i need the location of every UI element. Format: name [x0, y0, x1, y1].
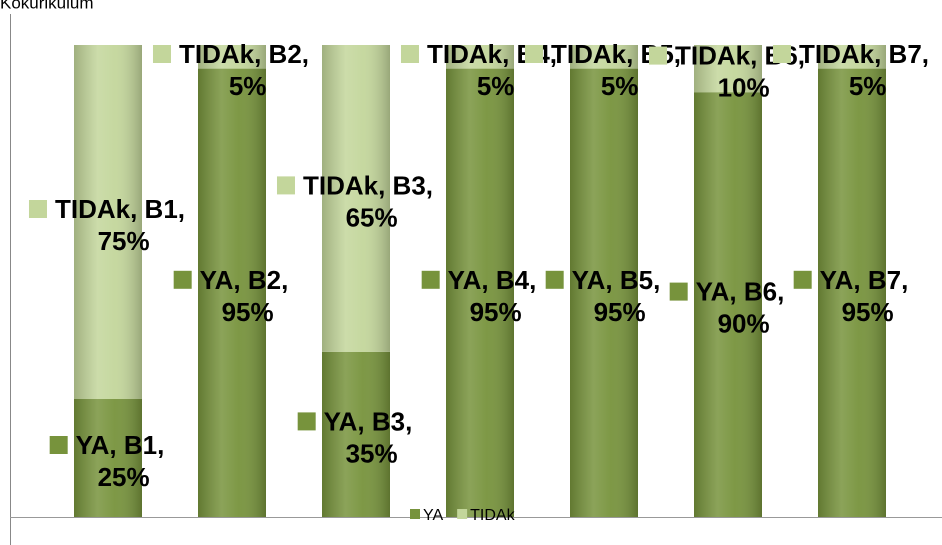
- data-label: YA, B5, 95%: [572, 265, 661, 327]
- label-key: [400, 45, 419, 63]
- legend-label: YA: [423, 507, 443, 524]
- legend: YA TIDAk: [410, 507, 516, 524]
- data-label: TIDAk, B1, 75%: [55, 194, 185, 256]
- plot: [74, 45, 886, 517]
- label-key: [276, 176, 295, 195]
- data-label: TIDAk, B7, 5%: [799, 39, 929, 101]
- data-labels: YA, B1, 25% YA, B2, 95% YA, B3, 35% YA, B4,…: [28, 39, 929, 492]
- label-key: [524, 45, 543, 63]
- data-label: TIDAk, B3, 65%: [303, 170, 433, 232]
- bar-shade: [322, 45, 390, 352]
- legend-key: [457, 509, 468, 519]
- legend-key: [410, 509, 420, 519]
- label-key: [545, 270, 564, 289]
- bar-shade: [570, 45, 638, 69]
- data-label: TIDAk, B2, 5%: [179, 39, 309, 101]
- label-key: [173, 270, 192, 289]
- bar-shade: [818, 68, 886, 517]
- label-key: [152, 45, 171, 63]
- bar-shade: [74, 45, 142, 399]
- label-key: [49, 436, 68, 454]
- data-label: YA, B4, 95%: [448, 265, 537, 327]
- data-label: YA, B6, 90%: [696, 277, 785, 339]
- bar-shade: [322, 351, 390, 517]
- legend-label: TIDAk: [470, 507, 515, 524]
- label-key: [772, 45, 791, 63]
- label-key: [648, 46, 667, 65]
- bar-shade: [198, 45, 266, 69]
- label-key: [669, 282, 688, 301]
- bar-shade: [694, 92, 762, 517]
- bar-shade: [446, 68, 514, 517]
- label-key: [793, 270, 812, 289]
- label-key: [28, 200, 47, 218]
- bar-shade: [570, 68, 638, 517]
- bar-shade: [818, 45, 886, 69]
- label-key: [421, 270, 440, 289]
- bar-shade: [694, 45, 762, 93]
- bar-shade: [74, 399, 142, 517]
- data-label: YA, B2, 95%: [200, 265, 289, 327]
- bar-shade: [198, 68, 266, 517]
- data-label: YA, B1, 25%: [76, 430, 165, 492]
- bar-shade: [446, 45, 514, 69]
- data-label: YA, B3, 35%: [324, 406, 413, 468]
- chart-title: Kokurikulum: [0, 0, 94, 12]
- label-key: [297, 412, 316, 431]
- data-label: YA, B7, 95%: [820, 265, 909, 327]
